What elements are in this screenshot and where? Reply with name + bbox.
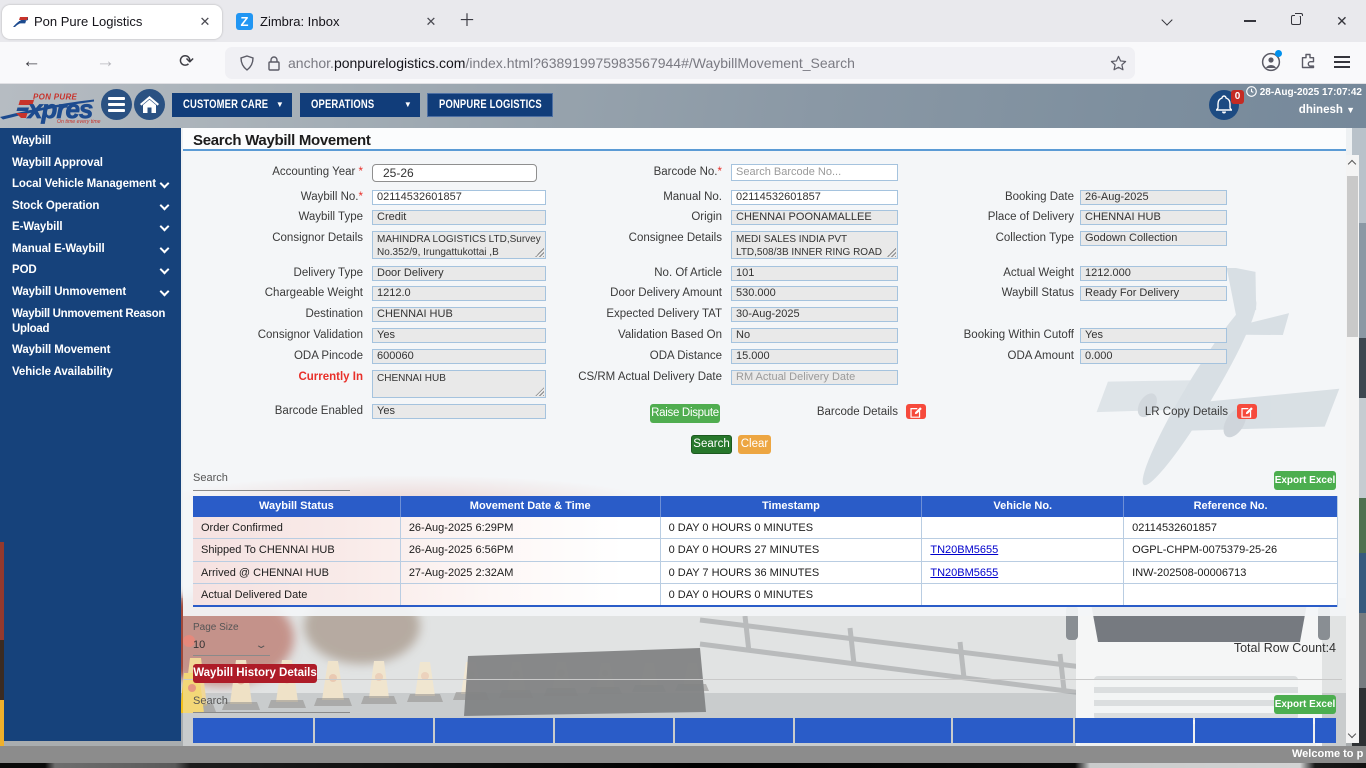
- svg-text:On time every time: On time every time: [57, 119, 101, 125]
- svg-text:PON PURE: PON PURE: [33, 93, 78, 102]
- svg-text:xpres: xpres: [26, 94, 93, 124]
